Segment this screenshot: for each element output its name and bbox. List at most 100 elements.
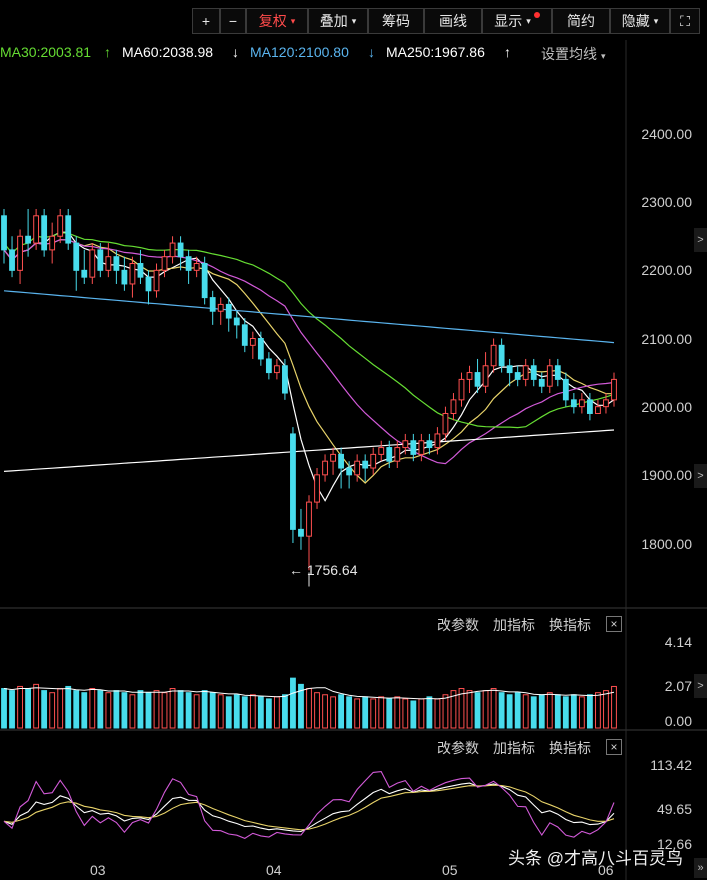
candle-body bbox=[595, 406, 601, 414]
candle-body bbox=[290, 433, 296, 530]
ma-settings-dropdown[interactable]: 设置均线 ▾ bbox=[541, 44, 606, 64]
volume-bar bbox=[241, 696, 248, 729]
volume-bar bbox=[33, 683, 40, 729]
candle-body bbox=[402, 440, 409, 449]
volume-tick: 4.14 bbox=[664, 634, 692, 650]
ma250-arrow-icon: ↑ bbox=[504, 44, 511, 60]
volume-bar bbox=[177, 690, 184, 729]
candle-body bbox=[217, 303, 224, 312]
candle-body bbox=[587, 399, 593, 414]
candle-body bbox=[298, 528, 304, 537]
volume-bar bbox=[362, 696, 369, 729]
candle-body bbox=[273, 365, 280, 374]
volume-tick: 0.00 bbox=[664, 713, 692, 729]
change-params-button[interactable]: 改参数 bbox=[437, 740, 479, 756]
add-indicator-button[interactable]: 加指标 bbox=[493, 617, 535, 633]
double-chevron-right-icon[interactable]: » bbox=[694, 858, 707, 878]
volume-bar bbox=[233, 694, 240, 729]
candle-body bbox=[418, 440, 425, 455]
huaxian-button[interactable]: 画线 bbox=[424, 8, 482, 34]
volume-bar bbox=[378, 696, 385, 729]
candle-body bbox=[522, 365, 529, 380]
jianyue-button[interactable]: 简约 bbox=[552, 8, 610, 34]
volume-bar bbox=[611, 685, 617, 729]
ma250-line bbox=[3, 429, 615, 472]
candle-body bbox=[249, 338, 256, 346]
volume-bar bbox=[17, 685, 23, 729]
candle-body bbox=[113, 256, 120, 271]
expand-right-icon[interactable]: > bbox=[694, 674, 707, 698]
volume-bar bbox=[137, 690, 144, 729]
candle-body bbox=[65, 215, 72, 244]
zoom-out-button[interactable]: − bbox=[220, 8, 246, 34]
ma5-line bbox=[3, 231, 615, 502]
candle-body bbox=[129, 263, 136, 285]
candle-body bbox=[233, 317, 240, 326]
volume-bar bbox=[322, 694, 328, 729]
expand-right-icon[interactable]: > bbox=[694, 464, 707, 488]
indicator-j-line bbox=[3, 771, 615, 840]
candle-body bbox=[17, 235, 23, 271]
candle-body bbox=[538, 378, 545, 387]
expand-right-icon[interactable]: > bbox=[694, 228, 707, 252]
volume-bar bbox=[105, 692, 112, 729]
diejia-dropdown[interactable]: 叠加 ▾ bbox=[308, 8, 368, 34]
candle-body bbox=[153, 269, 160, 292]
candle-body bbox=[554, 365, 561, 380]
candle-body bbox=[410, 440, 417, 455]
candle-body bbox=[514, 372, 521, 380]
fuquan-dropdown[interactable]: 复权 ▾ bbox=[246, 8, 308, 34]
yincang-label: 隐藏 bbox=[621, 13, 650, 29]
chevron-down-icon: ▾ bbox=[601, 51, 606, 61]
volume-bar bbox=[466, 690, 473, 729]
candle-body bbox=[322, 460, 328, 476]
indicator-tick: 113.42 bbox=[650, 757, 692, 773]
price-tick: 1900.00 bbox=[641, 467, 692, 483]
volume-bar bbox=[41, 690, 48, 729]
volume-bar bbox=[193, 694, 200, 729]
add-indicator-button[interactable]: 加指标 bbox=[493, 740, 535, 756]
volume-bar bbox=[201, 690, 208, 729]
xianshi-label: 显示 bbox=[494, 13, 523, 29]
switch-indicator-button[interactable]: 换指标 bbox=[549, 617, 591, 633]
candle-body bbox=[546, 365, 553, 387]
watermark: 头条 @才高八斗百灵鸟 bbox=[508, 849, 683, 868]
yincang-dropdown[interactable]: 隐藏 ▾ bbox=[610, 8, 670, 34]
zoom-in-button[interactable]: + bbox=[192, 8, 220, 34]
volume-tick: 2.07 bbox=[664, 678, 692, 694]
price-tick: 2200.00 bbox=[641, 262, 692, 278]
candle-body bbox=[578, 399, 585, 408]
ma30-arrow-icon: ↑ bbox=[104, 44, 111, 60]
volume-bar bbox=[161, 692, 168, 729]
volume-bar bbox=[370, 698, 377, 729]
month-label: 06 bbox=[598, 862, 614, 878]
volume-bar bbox=[129, 694, 136, 729]
candle-body bbox=[185, 256, 192, 271]
close-icon[interactable]: × bbox=[606, 739, 622, 755]
volume-ma-line bbox=[3, 687, 615, 700]
candle-body bbox=[25, 235, 31, 244]
candle-body bbox=[282, 365, 288, 394]
chevron-down-icon: ▾ bbox=[290, 15, 296, 26]
change-params-button[interactable]: 改参数 bbox=[437, 617, 479, 633]
volume-bar bbox=[282, 694, 288, 729]
close-icon[interactable]: × bbox=[606, 616, 622, 632]
candle-body bbox=[33, 215, 40, 244]
candle-body bbox=[442, 412, 449, 435]
candle-body bbox=[450, 399, 457, 414]
candle-body bbox=[57, 215, 64, 237]
volume-bar bbox=[570, 694, 577, 729]
volume-bar bbox=[81, 692, 88, 729]
price-tick: 2100.00 bbox=[641, 331, 692, 347]
ma120-arrow-icon: ↓ bbox=[368, 44, 375, 60]
xianshi-dropdown[interactable]: 显示 ▾ bbox=[482, 8, 552, 34]
volume-bar bbox=[434, 698, 441, 729]
candle-body bbox=[474, 372, 481, 387]
volume-bar bbox=[97, 690, 104, 729]
chouma-button[interactable]: 筹码 bbox=[368, 8, 424, 34]
candle-body bbox=[466, 372, 473, 380]
fullscreen-icon[interactable]: ⛶ bbox=[670, 8, 700, 34]
candle-body bbox=[41, 215, 48, 251]
switch-indicator-button[interactable]: 换指标 bbox=[549, 740, 591, 756]
